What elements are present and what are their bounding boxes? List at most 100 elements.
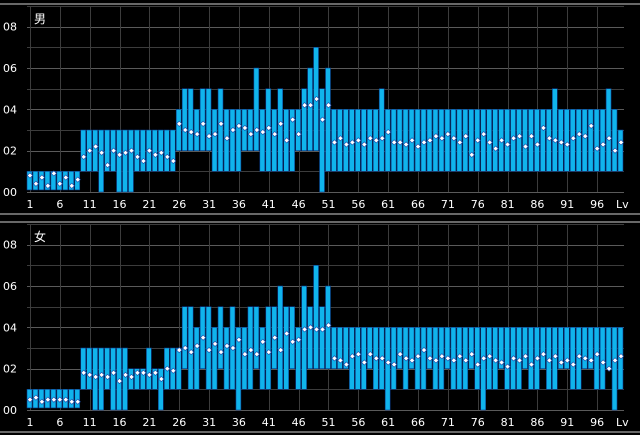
- range-bar: [414, 109, 421, 172]
- range-bar: [492, 109, 498, 172]
- avg-marker: [498, 137, 505, 144]
- range-bar: [187, 88, 194, 151]
- x-tick-label: 81: [501, 416, 515, 429]
- range-bar: [32, 171, 39, 191]
- range-bar: [366, 327, 373, 369]
- avg-marker: [26, 396, 34, 403]
- range-bar: [468, 327, 475, 369]
- avg-marker: [271, 334, 278, 341]
- range-bar: [235, 327, 242, 411]
- range-bar: [80, 129, 87, 172]
- y-tick-label: 06: [3, 62, 17, 75]
- avg-marker: [188, 129, 195, 136]
- avg-marker: [271, 131, 278, 138]
- avg-marker: [570, 135, 577, 142]
- x-tick-label: 86: [530, 198, 544, 211]
- y-tick-label: 02: [3, 145, 17, 158]
- panel-title: 女: [34, 229, 46, 244]
- range-bar: [140, 368, 146, 390]
- avg-marker: [229, 344, 236, 352]
- range-bar: [420, 327, 427, 390]
- avg-marker: [289, 338, 296, 345]
- avg-marker: [415, 143, 422, 150]
- x-tick-label: 31: [202, 416, 216, 429]
- range-bar: [522, 327, 528, 369]
- avg-marker: [540, 124, 547, 131]
- avg-marker: [426, 355, 433, 362]
- avg-marker: [218, 349, 225, 356]
- avg-marker: [56, 396, 63, 403]
- avg-marker: [432, 357, 439, 364]
- avg-marker: [617, 353, 625, 360]
- avg-marker: [582, 355, 589, 362]
- avg-marker: [259, 338, 266, 345]
- range-bar: [104, 347, 110, 390]
- avg-marker: [74, 176, 81, 183]
- range-bar: [426, 327, 433, 369]
- x-tick-label: 66: [411, 198, 425, 211]
- x-tick-label: 96: [590, 416, 604, 429]
- range-bar: [444, 327, 451, 369]
- x-tick-label: 16: [113, 416, 127, 429]
- range-bar: [193, 327, 200, 390]
- range-bar: [98, 129, 104, 193]
- avg-marker: [253, 351, 260, 358]
- avg-marker: [182, 344, 189, 352]
- avg-marker: [194, 342, 201, 349]
- avg-marker: [116, 151, 123, 158]
- avg-marker: [247, 347, 254, 354]
- avg-marker: [265, 124, 272, 131]
- x-tick-label: 86: [530, 416, 544, 429]
- avg-marker: [468, 351, 475, 358]
- x-tick-label: 21: [142, 198, 156, 211]
- range-bar: [599, 327, 606, 390]
- avg-marker: [68, 182, 75, 189]
- range-bar: [474, 327, 481, 390]
- avg-marker: [56, 180, 63, 187]
- range-bar: [175, 109, 182, 151]
- range-bar: [319, 88, 325, 193]
- avg-marker: [606, 135, 613, 142]
- range-bar: [390, 327, 397, 390]
- x-tick-label: 21: [142, 416, 156, 429]
- range-bar: [277, 285, 284, 390]
- avg-marker: [206, 347, 213, 354]
- range-bar: [62, 171, 69, 191]
- avg-marker: [331, 139, 338, 146]
- range-bar: [223, 327, 230, 390]
- range-bar: [152, 368, 158, 390]
- avg-marker: [26, 172, 34, 179]
- range-bar: [265, 306, 272, 390]
- avg-marker: [397, 139, 404, 146]
- avg-marker: [474, 137, 481, 144]
- range-bar: [563, 327, 570, 369]
- avg-marker: [164, 365, 171, 372]
- x-tick-label: 36: [232, 416, 246, 429]
- avg-marker: [152, 369, 159, 376]
- avg-marker: [110, 147, 117, 154]
- avg-marker: [337, 357, 344, 364]
- avg-marker: [391, 361, 398, 368]
- avg-marker: [116, 378, 123, 385]
- avg-marker: [158, 375, 165, 383]
- x-tick-label: 46: [292, 198, 306, 211]
- x-tick-label: 11: [83, 416, 97, 429]
- x-tick-label: 6: [56, 198, 63, 211]
- avg-marker: [265, 349, 272, 356]
- avg-marker: [379, 135, 386, 142]
- avg-marker: [301, 102, 308, 109]
- range-bar: [504, 109, 510, 172]
- y-tick-label: 04: [3, 321, 17, 334]
- avg-marker: [432, 133, 439, 140]
- avg-marker: [486, 139, 493, 146]
- range-bar: [361, 109, 367, 172]
- avg-marker: [331, 355, 338, 362]
- avg-marker: [510, 135, 517, 142]
- range-bar: [199, 88, 206, 151]
- avg-marker: [576, 353, 583, 360]
- x-tick-label: 51: [321, 416, 335, 429]
- range-bar: [581, 109, 588, 172]
- y-tick-label: 08: [3, 21, 17, 34]
- avg-marker: [612, 147, 619, 154]
